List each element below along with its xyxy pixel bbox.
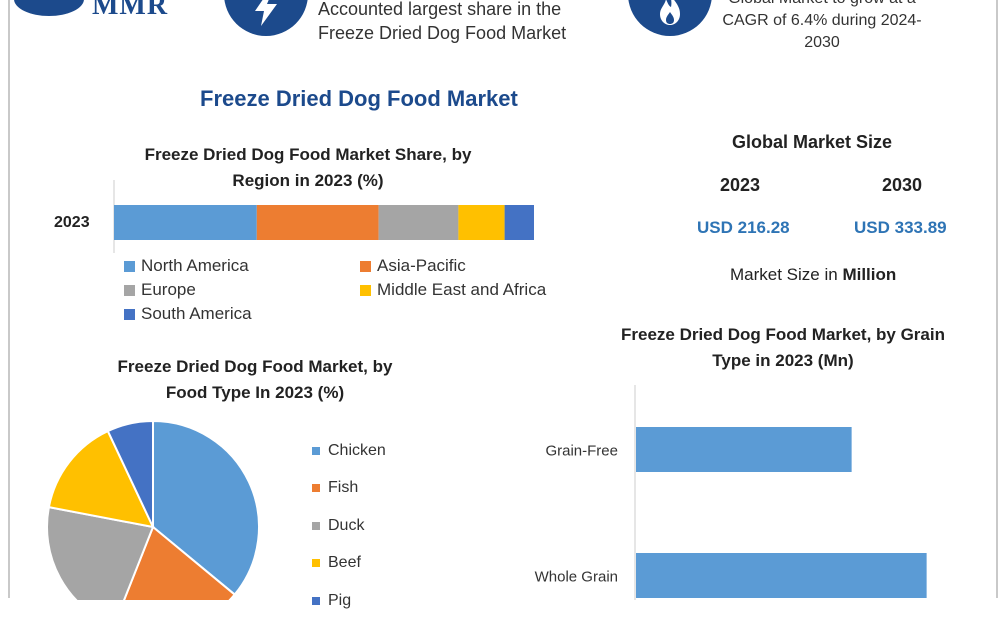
market-size-year-2030: 2030 <box>882 175 923 195</box>
pie-slice-duck <box>46 505 155 600</box>
region-legend-item-north-america: North America <box>124 256 360 276</box>
region-category-label: 2023 <box>54 214 90 231</box>
grain-type-title-line1: Freeze Dried Dog Food Market, by Grain <box>620 325 945 344</box>
grain-bar-grain-free <box>636 427 852 472</box>
pie-legend-label: Chicken <box>328 441 386 459</box>
grain-type-title-line2: Type in 2023 (Mn) <box>712 351 854 370</box>
region-legend-item-asia-pacific: Asia-Pacific <box>360 256 584 276</box>
pie-legend-swatch <box>312 446 320 455</box>
region-bar-europe <box>378 205 459 240</box>
region-chart-title-line2: Region in 2023 (%) <box>232 171 384 190</box>
market-size-unit-prefix: Market Size in <box>730 265 843 284</box>
region-legend-label: North America <box>141 256 249 275</box>
region-legend-label: South America <box>141 304 252 323</box>
pie-legend-swatch <box>312 559 320 568</box>
region-legend-swatch <box>360 260 371 272</box>
logo-swoosh-icon <box>14 0 84 16</box>
grain-type-bar-chart: Grain-Free Whole Grain <box>535 385 927 600</box>
region-legend-swatch <box>360 284 371 296</box>
infographic-frame <box>8 0 998 598</box>
pie-legend-label: Duck <box>328 516 365 534</box>
pie-legend-label: Fish <box>328 479 359 497</box>
grain-bar-whole-grain <box>636 553 927 598</box>
header-growth-text: Global Market to grow at a CAGR of 6.4% … <box>712 0 932 54</box>
region-legend-label: Europe <box>141 280 196 299</box>
food-type-title-line1: Freeze Dried Dog Food Market, by <box>117 357 393 376</box>
region-bar-south-america <box>504 205 534 240</box>
region-legend: North America Asia-Pacific Europe Middle Ea… <box>124 256 584 324</box>
header-share-line2: Freeze Dried Dog Food Market <box>318 23 567 43</box>
region-bar-asia-pacific <box>256 205 379 240</box>
market-size-unit-bold: Million <box>842 265 897 284</box>
region-legend-swatch <box>124 260 135 272</box>
pie-slice-pig <box>106 419 154 528</box>
pie-legend-label: Beef <box>328 554 361 572</box>
pie-slice-beef <box>47 429 155 529</box>
region-legend-item-europe: Europe <box>124 280 360 300</box>
food-type-legend: Chicken Fish Duck Beef Pig <box>312 432 386 620</box>
region-legend-swatch <box>124 284 135 296</box>
region-legend-label: Asia-Pacific <box>377 256 466 275</box>
header-growth-line3: 2030 <box>804 34 840 51</box>
region-legend-item-middle-east-and-africa: Middle East and Africa <box>360 280 584 300</box>
pie-legend-swatch <box>312 596 320 605</box>
pie-slice-fish <box>123 525 237 600</box>
region-stacked-bar-chart: 2023 <box>54 180 534 253</box>
region-chart-title-line1: Freeze Dried Dog Food Market Share, by <box>144 145 472 164</box>
pie-legend-item-pig: Pig <box>312 582 386 620</box>
pie-legend-item-beef: Beef <box>312 545 386 583</box>
pie-legend-label: Pig <box>328 591 352 609</box>
region-legend-item-south-america: South America <box>124 304 360 324</box>
pie-legend-swatch <box>312 521 320 530</box>
grain-category-label-grain-free: Grain-Free <box>545 443 618 460</box>
brand-logo: MMR <box>92 0 169 21</box>
market-size-unit: Market Size in Million <box>730 265 896 285</box>
market-size-year-2023: 2023 <box>720 175 761 195</box>
food-type-title-line2: Food Type In 2023 (%) <box>165 383 345 402</box>
page-title: Freeze Dried Dog Food Market <box>200 86 518 111</box>
header-growth-line1: Global Market to grow at a <box>712 0 932 10</box>
pie-legend-swatch <box>312 484 320 493</box>
market-size-value-2023: USD 216.28 <box>697 218 790 237</box>
pie-slice-chicken <box>152 419 260 596</box>
food-type-chart-title: Freeze Dried Dog Food Market, by Food Ty… <box>60 354 450 406</box>
region-legend-label: Middle East and Africa <box>377 280 547 299</box>
grain-type-chart-title: Freeze Dried Dog Food Market, by Grain T… <box>590 322 976 374</box>
market-size-title: Global Market Size <box>732 132 893 152</box>
market-size-value-2030: USD 333.89 <box>854 218 947 237</box>
grain-category-label-whole-grain: Whole Grain <box>535 569 618 586</box>
pie-legend-item-fish: Fish <box>312 470 386 508</box>
region-bar-middle-east-and-africa <box>458 205 505 240</box>
pie-legend-item-duck: Duck <box>312 507 386 545</box>
header-share-line1: Accounted largest share in the <box>318 0 562 19</box>
food-type-pie-chart <box>46 419 260 600</box>
region-bar-north-america <box>114 205 257 240</box>
header-growth-line2: CAGR of 6.4% during 2024- <box>722 12 922 29</box>
region-legend-swatch <box>124 308 135 320</box>
region-chart-title: Freeze Dried Dog Food Market Share, by R… <box>80 142 536 194</box>
pie-legend-item-chicken: Chicken <box>312 432 386 470</box>
header-share-text: Accounted largest share in the Freeze Dr… <box>318 0 566 45</box>
